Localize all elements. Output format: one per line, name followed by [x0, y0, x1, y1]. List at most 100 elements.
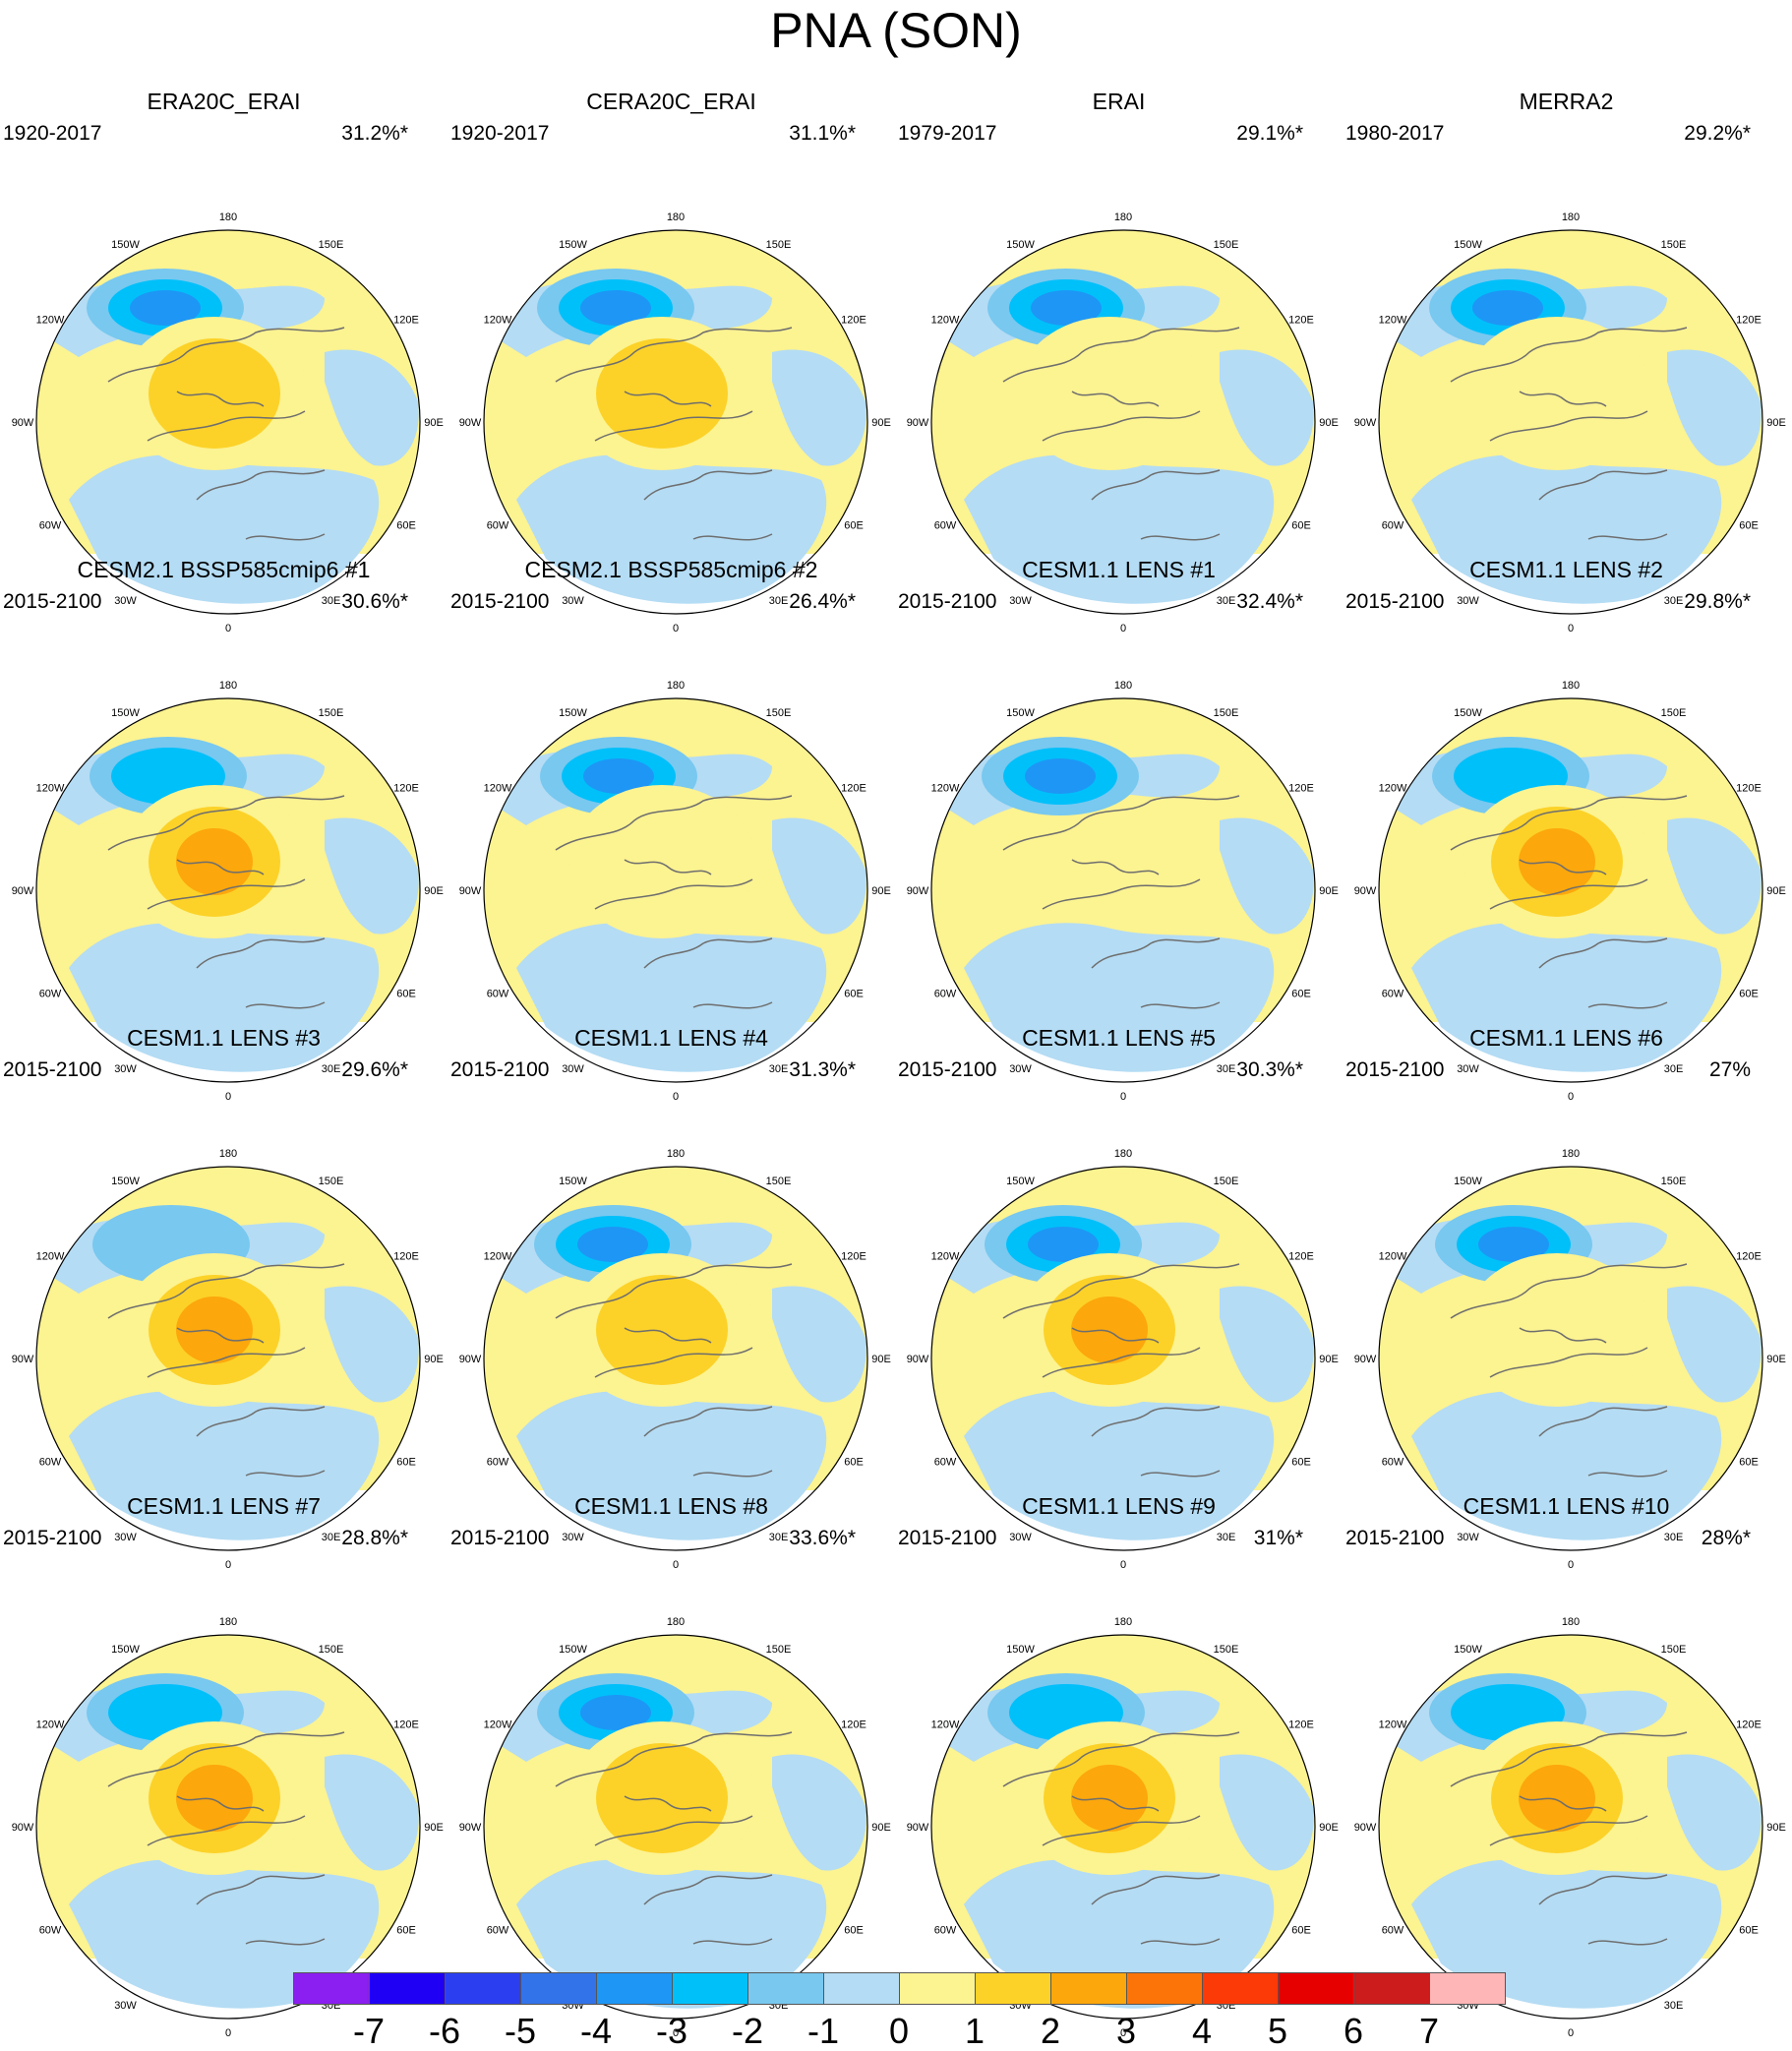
coastline	[245, 533, 326, 541]
panel-period: 1920-2017	[450, 122, 550, 145]
longitude-label: 90W	[12, 1354, 34, 1365]
map-boundary	[483, 1166, 868, 1551]
longitude-label: 90W	[459, 417, 482, 429]
positive-contour-1	[1016, 317, 1203, 470]
coastline	[594, 1815, 753, 1846]
map-panel: 180 150E 120E 90E 60E 30E 0 30W 60W 90W 120W 150W CE…	[0, 1491, 448, 2039]
map-boundary	[483, 229, 868, 615]
coastline	[594, 878, 753, 910]
negative-anomaly-region	[1220, 817, 1314, 935]
coastline	[1538, 469, 1668, 501]
coastline	[245, 1938, 326, 1946]
colorbar: -7 -6 -5 -4 -3 -2 -1 0 1 2 3 4 5 6 7	[293, 1972, 1506, 2051]
longitude-label: 30E	[322, 1063, 341, 1075]
longitude-label: 60E	[396, 1457, 416, 1469]
coastline	[176, 391, 265, 407]
longitude-label: 180	[1114, 680, 1132, 692]
longitude-label: 60W	[39, 520, 62, 532]
map-panel: 180 150E 120E 90E 60E 30E 0 30W 60W 90W 120W 150W CE…	[448, 1023, 895, 1571]
negative-anomaly-region	[1667, 1754, 1762, 1871]
longitude-label: 120E	[393, 1251, 419, 1263]
longitude-label: 0	[1568, 1091, 1574, 1103]
longitude-label: 60W	[1382, 1457, 1404, 1469]
longitude-label: 120E	[1736, 1719, 1762, 1731]
longitude-label: 60W	[934, 1925, 957, 1937]
coastline	[555, 1263, 793, 1319]
colorbar-label: -5	[504, 2011, 536, 2051]
longitude-label: 0	[1120, 1559, 1126, 1571]
panel-title: CESM2.1 BSSP585cmip6 #1	[77, 557, 371, 582]
longitude-label: 90W	[907, 417, 929, 429]
negative-anomaly-region	[1667, 1286, 1762, 1403]
map-boundary	[930, 697, 1316, 1083]
coastline	[643, 937, 773, 969]
variance-explained: 30.3%*	[1236, 1058, 1303, 1081]
longitude-label: 90E	[871, 1822, 891, 1834]
longitude-label: 0	[1568, 623, 1574, 634]
longitude-label: 120E	[1736, 1251, 1762, 1263]
panel-period: 2015-2100	[898, 590, 997, 613]
longitude-label: 90W	[459, 1822, 482, 1834]
negative-contour-3	[1028, 1227, 1099, 1262]
longitude-label: 90W	[1354, 417, 1377, 429]
longitude-label: 180	[667, 1148, 685, 1160]
longitude-label: 60W	[934, 1457, 957, 1469]
panel-title: CESM1.1 LENS #7	[127, 1493, 321, 1519]
panel-period: 2015-2100	[450, 590, 550, 613]
colorbar-swatch	[672, 1972, 748, 2005]
map-boundary	[35, 1634, 421, 2020]
coastline	[1002, 795, 1240, 851]
longitude-label: 150E	[766, 707, 792, 719]
colorbar-swatch	[445, 1972, 521, 2005]
negative-anomaly-region	[1220, 1286, 1314, 1403]
longitude-label: 150W	[1006, 1176, 1035, 1187]
longitude-label: 60E	[1291, 989, 1311, 1000]
coastline	[692, 533, 773, 541]
panel-title: MERRA2	[1519, 89, 1614, 114]
map-boundary	[483, 697, 868, 1083]
positive-contour-2	[596, 1275, 728, 1385]
longitude-label: 120E	[1288, 783, 1314, 795]
map-boundary	[930, 229, 1316, 615]
positive-contour-1	[1463, 317, 1650, 470]
longitude-label: 0	[1120, 623, 1126, 634]
colorbar-label: 7	[1418, 2011, 1440, 2051]
coastline	[555, 1731, 793, 1787]
longitude-label: 60E	[844, 1925, 864, 1937]
coastline	[107, 795, 345, 851]
colorbar-label: -3	[655, 2011, 687, 2051]
positive-contour-3	[1071, 1297, 1148, 1363]
map-panel: 180 150E 120E 90E 60E 30E 0 30W 60W 90W 120W 150W CE…	[895, 555, 1343, 1103]
longitude-label: 120W	[484, 315, 512, 327]
longitude-label: 120E	[841, 1719, 866, 1731]
longitude-label: 90W	[12, 417, 34, 429]
negative-anomaly-region	[964, 1391, 1275, 1540]
longitude-label: 150W	[1454, 1644, 1482, 1656]
longitude-label: 90W	[1354, 1354, 1377, 1365]
coastline	[594, 410, 753, 442]
longitude-label: 0	[673, 623, 679, 634]
coastline	[643, 469, 773, 501]
panel-title: ERAI	[1092, 89, 1146, 114]
colorbar-label: 6	[1343, 2011, 1364, 2051]
longitude-label: 30E	[1664, 1532, 1684, 1543]
longitude-label: 150W	[1006, 1644, 1035, 1656]
longitude-label: 120E	[841, 315, 866, 327]
longitude-label: 60W	[487, 520, 509, 532]
coastline	[643, 1406, 773, 1437]
longitude-label: 120E	[1288, 1719, 1314, 1731]
positive-contour-3	[1519, 1765, 1595, 1832]
longitude-label: 90E	[1319, 1354, 1339, 1365]
longitude-label: 150E	[1214, 1644, 1239, 1656]
coastline	[624, 391, 712, 407]
map-panel: 180 150E 120E 90E 60E 30E 0 30W 60W 90W 120W 150W ER…	[895, 87, 1343, 634]
negative-anomaly-region	[772, 1754, 866, 1871]
longitude-label: 180	[1114, 1148, 1132, 1160]
longitude-label: 30E	[322, 1532, 341, 1543]
coastline	[1519, 1795, 1607, 1812]
colorbar-swatch	[975, 1972, 1051, 2005]
panel-period: 2015-2100	[1345, 1058, 1445, 1081]
